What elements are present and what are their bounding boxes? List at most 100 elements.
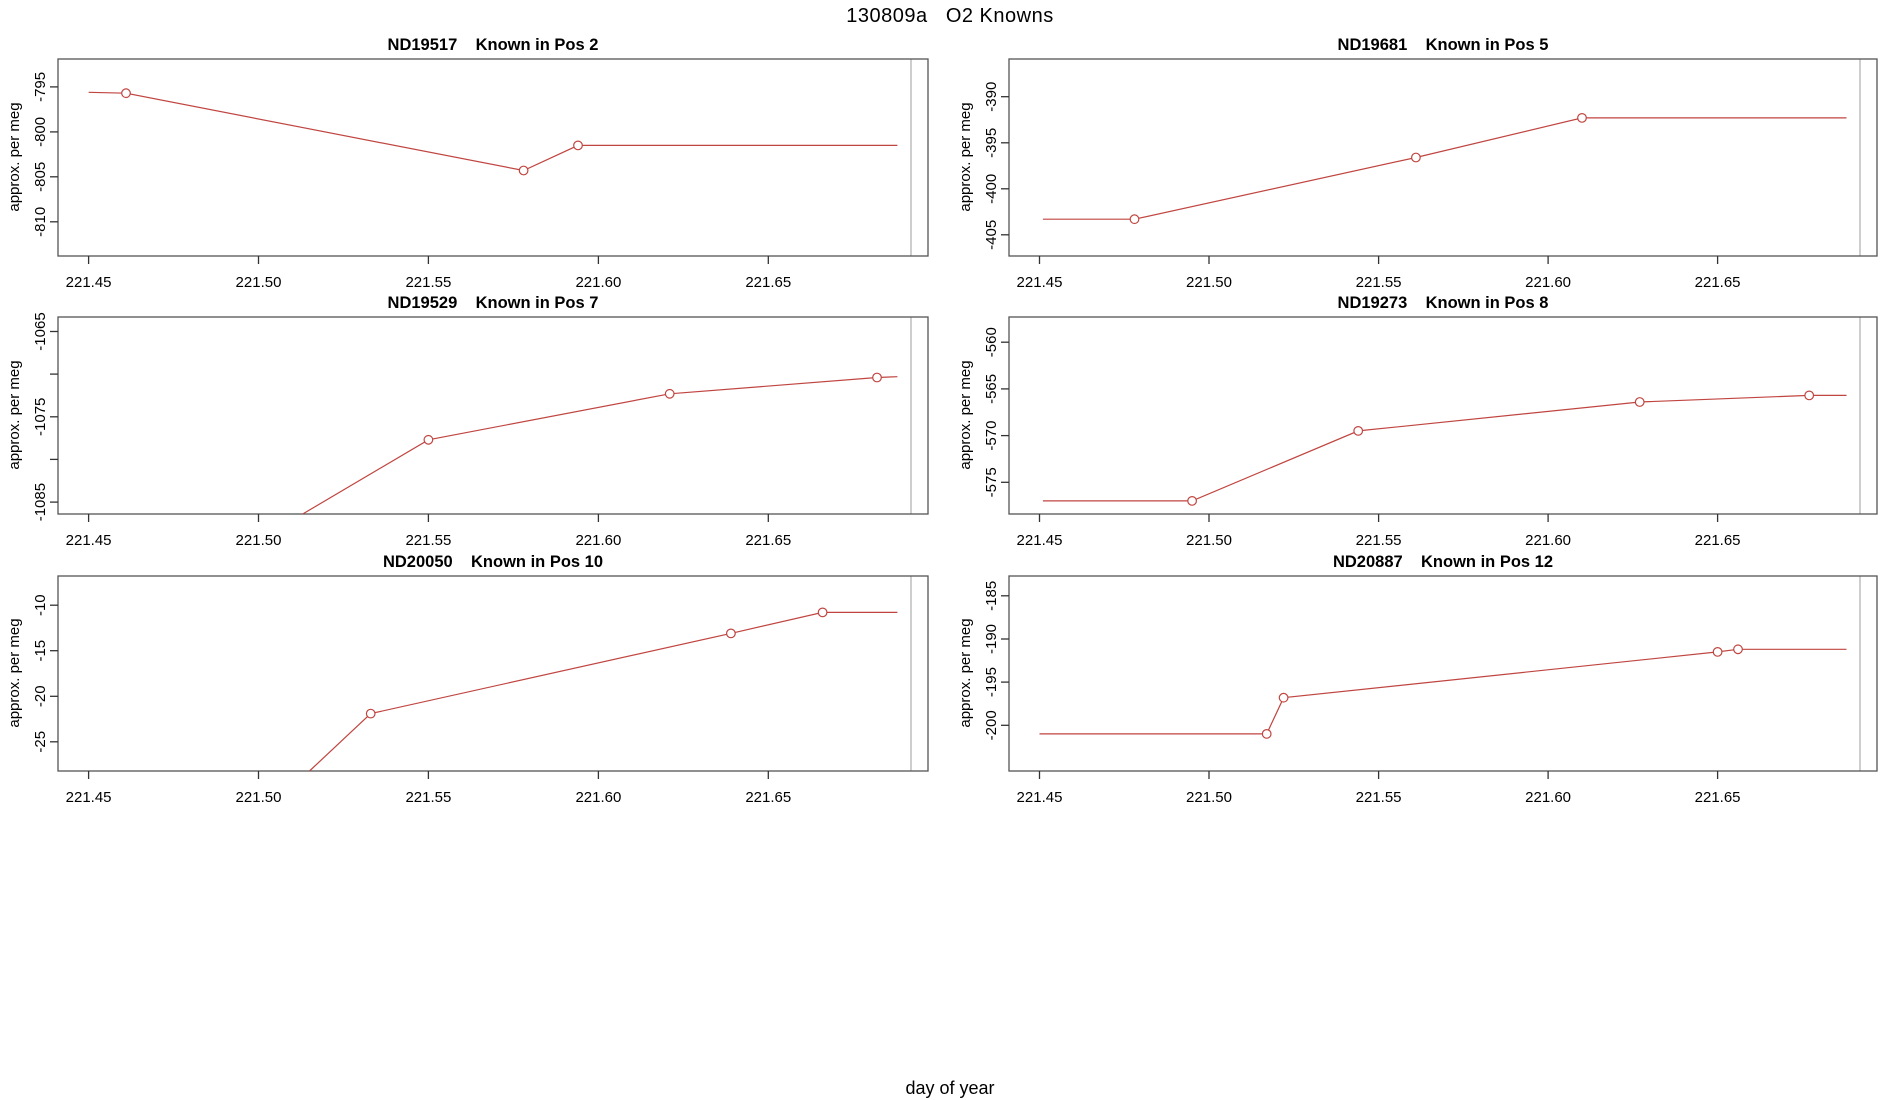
y-tick-label: -200 [983,710,1000,740]
panel-ND19273: 221.45 221.50 221.55 221.60 221.65 -560 -565 -5… [983,316,1878,549]
series-marker [518,165,529,176]
panel-title-nd20050: ND20050 Known in Pos 10 [382,553,604,571]
x-tick-label: 221.60 [1525,274,1571,291]
y-tick-label: -390 [983,82,1000,112]
panel-title-nd19681: ND19681 Known in Pos 5 [1337,36,1549,54]
x-tick-label: 221.50 [1186,532,1232,549]
series-marker [817,607,828,618]
series-marker [121,88,131,99]
y-tick-label: -565 [983,374,1000,404]
panel-title-nd20887: ND20887 Known in Pos 12 [1332,553,1554,571]
y-tick-label: -570 [983,421,1000,451]
x-axis-label: day of year [905,1078,995,1098]
panel-title-nd19517: ND19517 Known in Pos 2 [387,36,599,54]
series-marker [1261,729,1272,739]
x-tick-label: 221.65 [1695,532,1741,549]
series-marker [365,708,376,719]
x-tick-label: 221.65 [745,532,791,549]
y-tick-label: -15 [32,640,49,662]
series-marker [1129,214,1140,225]
x-tick-label: 221.60 [575,532,621,549]
x-tick-label: 221.55 [1356,532,1402,549]
y-tick-label: -395 [983,128,1000,158]
series-marker [1353,426,1364,436]
y-tick-label: -25 [32,731,49,753]
x-tick-label: 221.45 [1017,274,1063,291]
series-marker [1278,692,1289,703]
panel-ND19517: 221.45 221.50 221.55 221.60 221.65 -795 -800 -8… [32,58,929,291]
x-tick-label: 221.55 [405,789,451,806]
x-tick-label: 221.45 [1017,532,1063,549]
panel-box [1008,316,1878,515]
x-tick-label: 221.55 [1356,789,1402,806]
panel-ND19529: 221.45 221.50 221.55 221.60 221.65 -1065 -1075… [32,312,929,549]
series-marker [1577,112,1587,123]
x-tick-label: 221.50 [236,274,282,291]
series-marker [872,372,882,383]
x-tick-label: 221.60 [575,789,621,806]
x-tick-label: 221.55 [405,274,451,291]
y-tick-label: -810 [32,207,49,237]
x-tick-label: 221.55 [405,532,451,549]
series-marker [423,434,434,445]
y-tick-label: -1075 [32,398,49,436]
x-tick-label: 221.65 [1695,789,1741,806]
panel-box [1008,58,1878,257]
panel-box [1008,575,1878,772]
y-tick-label: -795 [32,72,49,102]
x-tick-label: 221.45 [66,532,112,549]
series-line [1039,648,1847,735]
y-tick-label: -190 [983,624,1000,654]
series-marker [1712,647,1723,657]
figure-main-title: 130809a O2 Knowns [846,5,1054,27]
x-tick-label: 221.45 [1017,789,1063,806]
x-tick-label: 221.50 [236,532,282,549]
y-tick-label: -20 [32,685,49,707]
series-marker [573,140,583,151]
y-tick-label: -405 [983,220,1000,250]
y-tick-label: -575 [983,467,1000,497]
panel-title-nd19273: ND19273 Known in Pos 8 [1337,294,1549,312]
y-tick-label: -1065 [32,312,49,350]
panel-box [57,316,929,515]
series-marker [664,388,675,399]
series-line [302,376,898,515]
panel-ND19681: 221.45 221.50 221.55 221.60 221.65 -390 -395 -4… [983,58,1878,291]
x-tick-label: 221.60 [575,274,621,291]
series-marker [1634,397,1645,407]
x-tick-label: 221.55 [1356,274,1402,291]
y-tick-label: -560 [983,327,1000,357]
series-marker [726,628,736,639]
series-line [88,91,898,172]
x-tick-label: 221.60 [1525,532,1571,549]
panel-box [57,58,929,257]
series-line [1042,117,1847,220]
series-marker [1187,496,1197,506]
x-tick-label: 221.50 [1186,274,1232,291]
series-line [309,611,898,772]
x-tick-label: 221.45 [66,274,112,291]
x-tick-label: 221.65 [745,789,791,806]
panel-box [57,575,929,772]
series-marker [1410,152,1421,163]
x-tick-label: 221.65 [1695,274,1741,291]
series-line [1042,394,1847,502]
y-tick-label: -400 [983,174,1000,204]
y-tick-label: -1085 [32,483,49,521]
y-tick-label: -185 [983,581,1000,611]
series-marker [1733,644,1743,655]
x-tick-label: 221.60 [1525,789,1571,806]
panel-ND20050: 221.45 221.50 221.55 221.60 221.65 -10 -15 -20 -… [32,575,929,806]
y-tick-label: -800 [32,117,49,147]
x-tick-label: 221.50 [236,789,282,806]
series-marker [1804,390,1815,401]
x-tick-label: 221.45 [66,789,112,806]
y-tick-label: -805 [32,162,49,192]
y-tick-label: -10 [32,594,49,616]
panel-ND20887: 221.45 221.50 221.55 221.60 221.65 -185 -190 -1… [983,575,1878,806]
x-tick-label: 221.65 [745,274,791,291]
y-tick-label: -195 [983,667,1000,697]
x-tick-label: 221.50 [1186,789,1232,806]
